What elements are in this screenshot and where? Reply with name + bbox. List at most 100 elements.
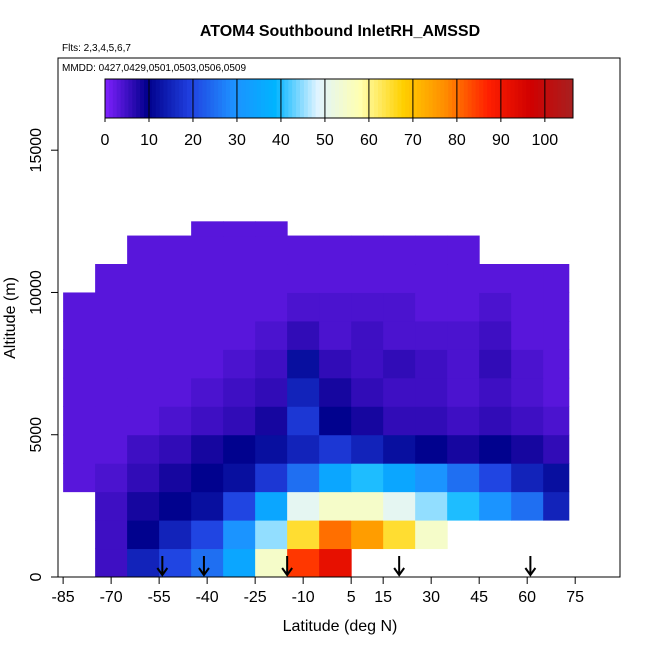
colorbar-strip — [241, 79, 246, 118]
colorbar-strip — [315, 79, 320, 118]
heat-cell — [543, 406, 570, 436]
heat-cell — [95, 377, 128, 407]
heat-cell — [287, 434, 320, 464]
heat-cell — [415, 292, 448, 322]
y-tick-label: 5000 — [28, 417, 45, 453]
heat-cell — [447, 377, 480, 407]
heat-cell — [255, 264, 288, 293]
heat-cell — [511, 463, 544, 493]
colorbar-strip — [331, 79, 336, 118]
colorbar-strip — [502, 79, 508, 118]
heat-cell — [255, 349, 288, 379]
heat-cell — [159, 406, 192, 436]
heat-cell — [159, 320, 192, 350]
heat-cell — [95, 463, 128, 493]
colorbar-strip — [147, 79, 153, 118]
colorbar-strip — [471, 79, 476, 118]
colorbar-strip — [432, 79, 437, 118]
heat-cell — [383, 320, 416, 350]
colorbar-strip — [218, 79, 223, 118]
heat-cell — [191, 235, 224, 265]
colorbar-strip — [300, 79, 305, 118]
heat-cell — [127, 548, 160, 578]
heat-cell — [479, 349, 512, 379]
colorbar-strip — [198, 79, 203, 118]
heat-cell — [415, 520, 448, 550]
heat-cell — [287, 520, 320, 550]
heat-cell — [127, 292, 160, 322]
colorbar-strip — [307, 79, 313, 118]
colorbar-strip — [194, 79, 199, 118]
heat-cell — [511, 292, 544, 322]
y-tick-label: 10000 — [28, 270, 45, 315]
colorbar-strip — [510, 79, 515, 118]
heat-cell — [255, 491, 288, 521]
heat-cell — [223, 320, 256, 350]
colorbar-strip — [506, 79, 511, 118]
colorbar-strip — [456, 79, 461, 118]
colorbar-strip — [491, 79, 496, 118]
colorbar-strip — [311, 79, 316, 118]
heat-cell — [223, 377, 256, 407]
heat-cell — [479, 406, 512, 436]
colorbar-strip — [569, 79, 574, 118]
x-tick-label: 75 — [566, 589, 584, 606]
x-tick-label: -70 — [100, 589, 123, 606]
heat-cell — [191, 292, 224, 322]
heat-cell — [351, 520, 384, 550]
colorbar-strip — [440, 79, 445, 118]
heat-cell — [319, 349, 352, 379]
colorbar-strip — [124, 79, 129, 118]
heat-cell — [415, 377, 448, 407]
heat-cell — [159, 235, 192, 265]
colorbar-strip — [202, 79, 207, 118]
colorbar-strip — [553, 79, 558, 118]
colorbar-strip — [229, 79, 235, 118]
x-tick-label: 15 — [374, 589, 392, 606]
heat-cell — [415, 406, 448, 436]
heat-cell — [287, 320, 320, 350]
colorbar-strip — [463, 79, 469, 118]
heat-cell — [63, 320, 96, 350]
heat-cell — [95, 520, 128, 550]
heat-cell — [63, 292, 96, 322]
heat-cell — [159, 491, 192, 521]
colorbar-strip — [526, 79, 531, 118]
heat-cell — [479, 320, 512, 350]
heat-cell — [287, 548, 320, 578]
colorbar-strip — [534, 79, 539, 118]
heat-cell — [383, 434, 416, 464]
heat-cell — [319, 520, 352, 550]
heat-cell — [63, 463, 96, 493]
heat-cell — [223, 264, 256, 293]
colorbar-strip — [514, 79, 519, 118]
heat-cell — [543, 434, 570, 464]
heat-cell — [447, 463, 480, 493]
colorbar-strip — [374, 79, 379, 118]
heat-cell — [287, 377, 320, 407]
colorbar-strip — [518, 79, 523, 118]
heat-cell — [191, 221, 224, 237]
heat-cell — [479, 463, 512, 493]
heat-cell — [223, 235, 256, 265]
colorbar-strip — [557, 79, 562, 118]
colorbar-strip — [225, 79, 231, 118]
heat-cell — [351, 320, 384, 350]
colorbar-strip — [479, 79, 484, 118]
colorbar-strip — [292, 79, 297, 118]
colorbar-strip — [108, 79, 114, 118]
colorbar-strip — [459, 79, 465, 118]
colorbar-strip — [424, 79, 430, 118]
heat-cell — [127, 377, 160, 407]
colorbar-strip — [206, 79, 211, 118]
heat-cell — [319, 434, 352, 464]
colorbar-strip — [159, 79, 164, 118]
heat-cell — [447, 491, 480, 521]
heat-cell — [95, 264, 128, 293]
x-tick-label: 5 — [347, 589, 356, 606]
marker-arrow — [281, 556, 293, 577]
heat-cell — [159, 520, 192, 550]
colorbar-strip — [280, 79, 285, 118]
heat-cell — [383, 377, 416, 407]
